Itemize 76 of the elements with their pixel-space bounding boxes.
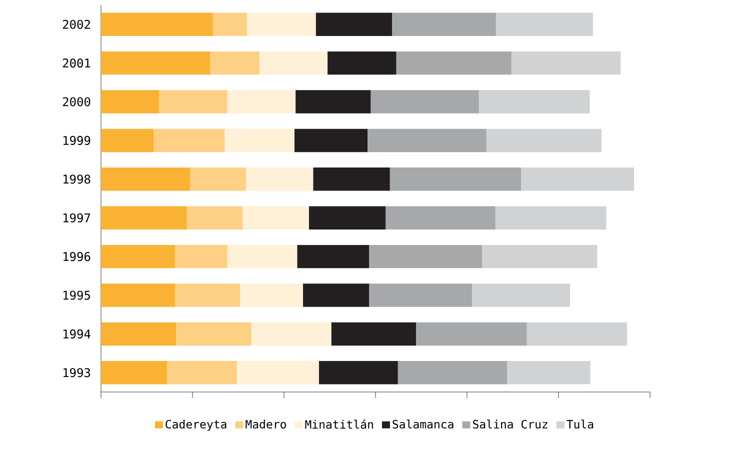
bar — [370, 90, 479, 114]
y-tick-label: 1996 — [64, 252, 90, 262]
bar — [186, 206, 243, 230]
bar — [210, 51, 260, 75]
bar — [507, 361, 590, 384]
bar — [316, 12, 392, 36]
bar — [294, 128, 368, 152]
bar — [319, 361, 398, 384]
y-tick-label: 2002 — [62, 20, 90, 29]
legend-label: Tula — [566, 420, 594, 429]
bar — [482, 244, 598, 268]
bar — [101, 361, 168, 384]
bar — [308, 206, 386, 230]
bar — [496, 12, 593, 36]
bar — [212, 12, 248, 36]
y-tick-label: 2000 — [62, 97, 90, 106]
bar — [398, 361, 508, 384]
bar — [224, 128, 294, 152]
bar — [246, 168, 314, 191]
bar — [313, 168, 390, 191]
bar — [416, 322, 527, 346]
bar — [386, 206, 496, 230]
bar — [251, 322, 332, 346]
legend-label: Salamanca — [392, 420, 454, 429]
bar — [101, 128, 154, 152]
bar — [227, 90, 296, 114]
bar — [101, 284, 176, 307]
legend-label: Madero — [246, 420, 286, 429]
y-tick-label: 1995 — [64, 290, 90, 300]
y-tick-label: 1994 — [64, 329, 90, 338]
bar — [297, 244, 370, 268]
bar — [154, 128, 225, 152]
bar — [167, 361, 237, 384]
bar — [369, 244, 482, 268]
bar — [472, 284, 570, 307]
bar — [159, 90, 228, 114]
bar — [368, 128, 486, 152]
bar — [101, 90, 160, 114]
bar — [331, 322, 416, 346]
bar — [101, 168, 190, 191]
bar — [175, 244, 228, 268]
bar — [526, 322, 628, 346]
bar — [303, 284, 370, 307]
bar — [240, 284, 304, 307]
bar — [296, 90, 371, 114]
bar — [486, 128, 602, 152]
bar — [101, 12, 213, 36]
bar — [242, 206, 309, 230]
bar — [101, 322, 176, 346]
bar — [176, 322, 252, 346]
bar — [521, 168, 634, 191]
bar — [328, 51, 396, 75]
bar — [392, 12, 496, 36]
bar — [236, 361, 319, 384]
bar — [495, 206, 606, 230]
bar — [247, 12, 316, 36]
y-tick-label: 1997 — [64, 213, 90, 222]
y-tick-label: 1998 — [64, 174, 90, 184]
bar — [369, 284, 472, 307]
bar — [396, 51, 512, 75]
y-tick-label: 1993 — [64, 368, 90, 378]
bar — [227, 244, 298, 268]
bar — [511, 51, 621, 75]
bar — [175, 284, 240, 307]
bar — [259, 51, 328, 75]
bar — [101, 244, 176, 268]
bar — [478, 90, 590, 114]
bar — [390, 168, 522, 191]
legend-label: Minatitlán — [305, 419, 373, 429]
legend-label: Salina Cruz — [473, 420, 548, 429]
bar — [101, 206, 187, 230]
legend-label: Cadereyta — [166, 420, 226, 431]
bar — [190, 168, 246, 191]
y-tick-label: 2001 — [62, 58, 90, 68]
bar — [101, 51, 210, 75]
y-tick-label: 1999 — [64, 136, 90, 145]
